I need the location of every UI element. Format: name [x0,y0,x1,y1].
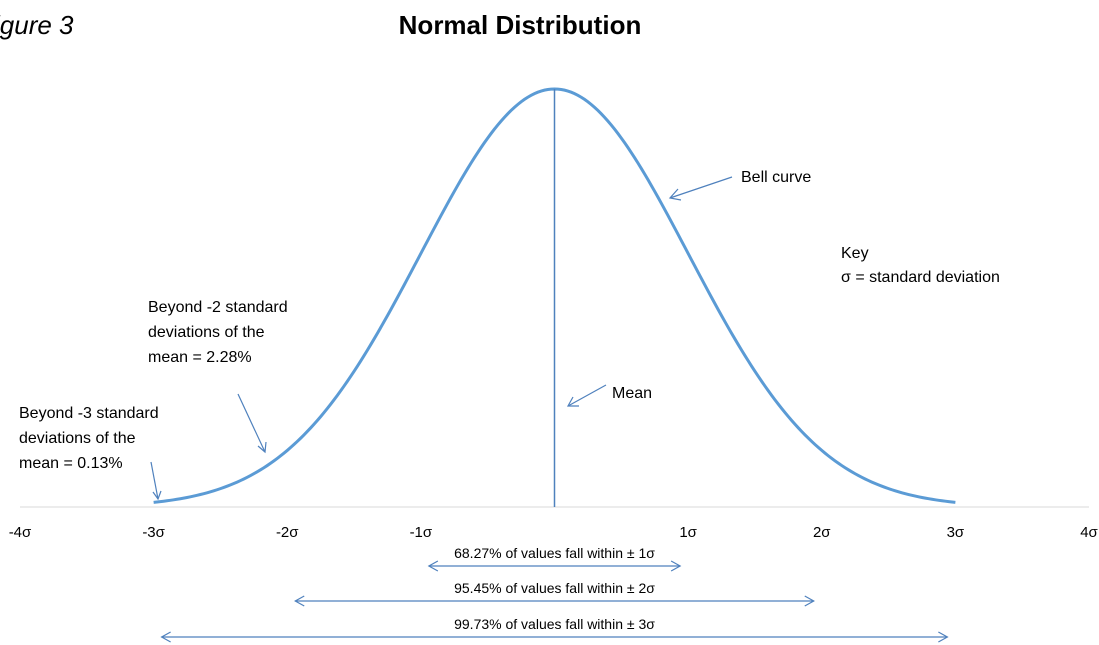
range-arrow-head [670,560,682,572]
x-tick-label: -4σ [9,524,32,541]
beyond-3-pointer [150,461,159,500]
x-tick-labels: -4σ -3σ -2σ -1σ 1σ 2σ 3σ 4σ [9,524,1099,541]
x-tick-label: -1σ [410,524,433,541]
chart-title: Normal Distribution [399,10,642,40]
range-label: 95.45% of values fall within ± 2σ [454,580,655,596]
mean-pointer-head [566,396,579,407]
beyond-3-line-3: mean = 0.13% [19,455,123,472]
range-arrow-head [938,631,949,643]
figure-label: igure 3 [0,10,74,40]
beyond-2-line-1: Beyond -2 standard [148,299,288,316]
x-tick-label: -3σ [142,524,165,541]
x-tick-label: 2σ [813,524,831,541]
mean-label: Mean [612,385,652,402]
beyond-2-pointer [237,393,266,453]
range-arrow-head [427,560,439,572]
range-arrows: 68.27% of values fall within ± 1σ 95.45% … [160,545,949,643]
beyond-2-line-3: mean = 2.28% [148,349,252,366]
beyond-3-pointer-head [152,490,162,501]
range-label: 99.73% of values fall within ± 3σ [454,616,655,632]
beyond-2-pointer-head [257,441,267,454]
range-label: 68.27% of values fall within ± 1σ [454,545,655,561]
range-arrow-head [160,631,171,643]
x-tick-label: 1σ [679,524,697,541]
beyond-3-line-2: deviations of the [19,430,136,447]
range-arrow-head [294,595,305,607]
beyond-2-line-2: deviations of the [148,324,265,341]
x-tick-label: 3σ [947,524,965,541]
range-arrow-head [804,595,815,607]
key-title: Key [841,245,869,262]
beyond-3-line-1: Beyond -3 standard [19,405,159,422]
bell-curve-pointer [669,176,733,199]
bell-curve-label: Bell curve [741,169,811,186]
mean-pointer [567,384,607,407]
x-tick-label: -2σ [276,524,299,541]
key-text: σ = standard deviation [841,269,1000,286]
x-tick-label: 4σ [1080,524,1098,541]
bell-curve-pointer-head [668,188,682,201]
bell-curve-line [153,87,956,504]
